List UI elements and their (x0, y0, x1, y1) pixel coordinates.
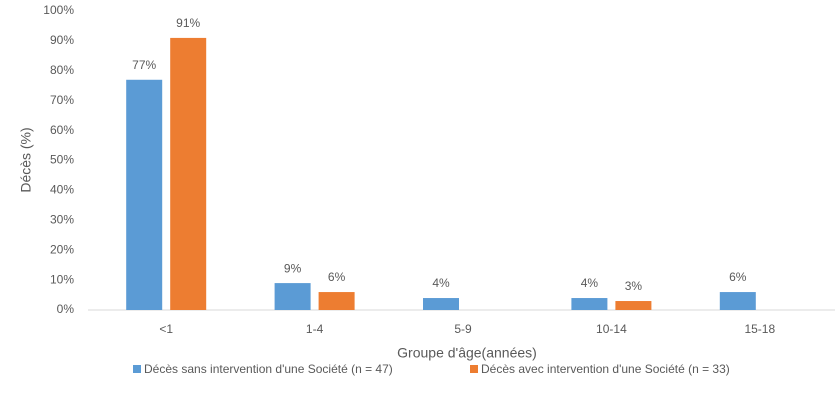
bar (126, 79, 163, 311)
bar (571, 298, 608, 310)
y-tick-label: 40% (50, 183, 74, 197)
y-tick-label: 20% (50, 242, 74, 256)
x-tick-label: <1 (159, 322, 173, 336)
data-label: 6% (729, 270, 747, 284)
bar (170, 37, 207, 310)
data-label: 77% (132, 58, 156, 72)
y-tick-label: 100% (43, 3, 74, 17)
bar (318, 292, 355, 310)
y-axis-title: Décès (%) (18, 127, 34, 192)
data-label: 4% (581, 276, 599, 290)
y-tick-label: 30% (50, 212, 74, 226)
x-tick-label: 10-14 (596, 322, 627, 336)
legend-swatch (133, 365, 141, 373)
x-tick-label: 15-18 (744, 322, 775, 336)
x-tick-label: 1-4 (306, 322, 324, 336)
data-label: 4% (432, 276, 450, 290)
data-label: 6% (328, 270, 346, 284)
x-tick-label: 5-9 (454, 322, 472, 336)
data-label: 9% (284, 261, 302, 275)
legend-swatch (470, 365, 478, 373)
bar (274, 283, 311, 310)
y-tick-label: 0% (57, 302, 75, 316)
legend-label: Décès avec intervention d'une Société (n… (481, 362, 730, 376)
y-tick-label: 90% (50, 33, 74, 47)
bar (719, 292, 756, 310)
y-tick-label: 60% (50, 123, 74, 137)
y-tick-label: 70% (50, 93, 74, 107)
bar (615, 301, 652, 310)
data-label: 91% (176, 16, 200, 30)
bar (423, 298, 459, 310)
x-axis-title: Groupe d'âge(années) (397, 345, 537, 361)
legend-label: Décès sans intervention d'une Société (n… (144, 362, 393, 376)
y-tick-label: 10% (50, 272, 74, 286)
y-tick-label: 50% (50, 153, 74, 167)
y-tick-label: 80% (50, 63, 74, 77)
data-label: 3% (625, 279, 643, 293)
